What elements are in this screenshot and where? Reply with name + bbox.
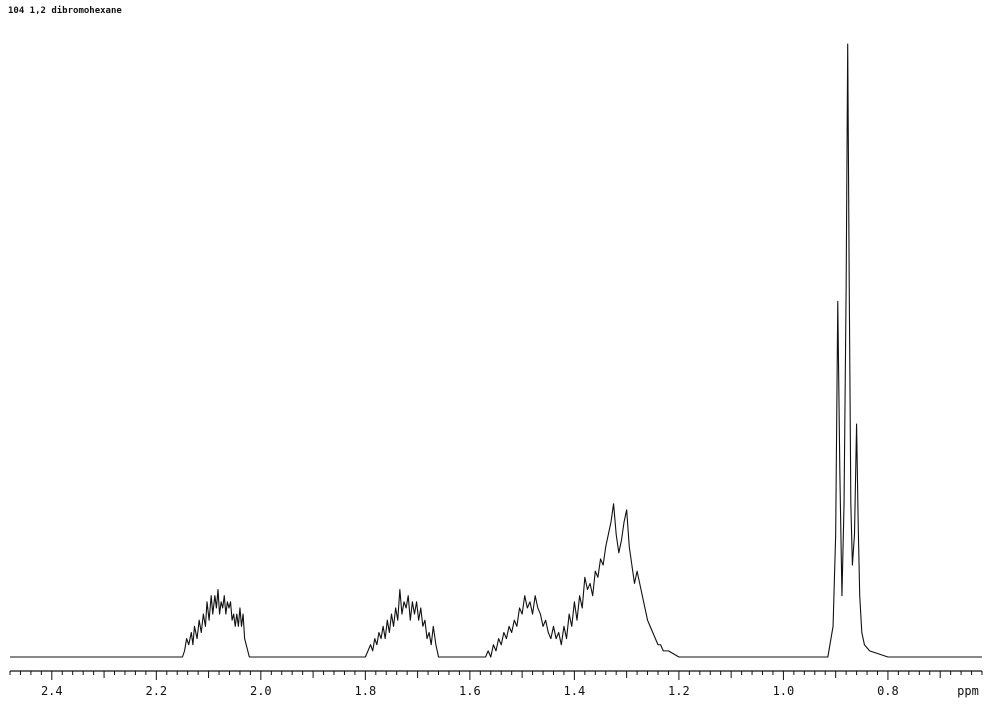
x-tick-label: 0.8 bbox=[877, 684, 899, 698]
x-tick-labels: 2.4 2.2 2.0 1.8 1.6 1.4 1.2 1.0 0.8 bbox=[41, 684, 899, 698]
x-tick-label: 1.6 bbox=[459, 684, 481, 698]
spectrum-layer bbox=[10, 43, 982, 658]
x-ticks bbox=[9, 671, 983, 680]
x-tick-label: 1.8 bbox=[355, 684, 377, 698]
x-tick-label: 1.2 bbox=[668, 684, 690, 698]
x-tick-label: 2.4 bbox=[41, 684, 63, 698]
x-tick-label: 1.4 bbox=[564, 684, 586, 698]
x-tick-label: 2.2 bbox=[145, 684, 167, 698]
x-tick-label: 2.0 bbox=[250, 684, 272, 698]
x-axis-unit-label: ppm bbox=[957, 684, 979, 698]
x-tick-label: 1.0 bbox=[773, 684, 795, 698]
spectrum-trace bbox=[10, 43, 982, 658]
spectrum-title: 104 1,2 dibromohexane bbox=[8, 6, 122, 16]
